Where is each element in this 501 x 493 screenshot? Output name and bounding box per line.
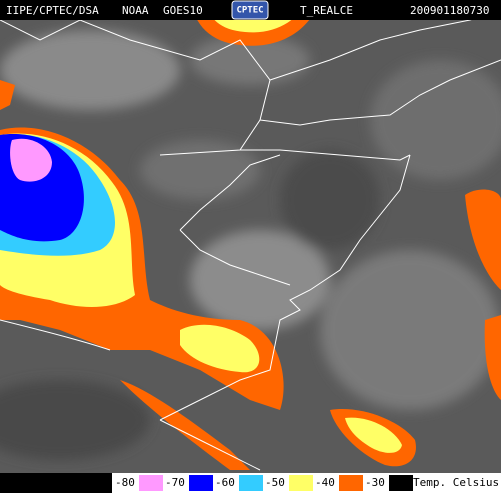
cold-cloud-tops [0,0,501,470]
legend-swatch [139,475,163,491]
legend-label: -60 [215,476,235,489]
legend-label: -70 [165,476,185,489]
legend: -80 -70 -60 -50 -40 -30 Temp. Celsius [115,475,499,491]
legend-swatch [189,475,213,491]
agency: NOAA [122,4,149,17]
legend-swatch [289,475,313,491]
logo-text: CPTEC [236,6,263,16]
legend-swatch [389,475,413,491]
political-borders [0,9,501,471]
product: T_REALCE [300,4,353,17]
timestamp: 200901180730 [410,4,489,17]
legend-label: -30 [365,476,385,489]
satellite: GOES10 [163,4,203,17]
legend-swatch [239,475,263,491]
logo [231,0,269,20]
source: IIPE/CPTEC/DSA [6,4,99,17]
legend-label: -80 [115,476,135,489]
legend-caption: Temp. Celsius [413,476,499,489]
legend-left [0,473,112,493]
legend-swatch [339,475,363,491]
legend-label: -50 [265,476,285,489]
legend-label: -40 [315,476,335,489]
